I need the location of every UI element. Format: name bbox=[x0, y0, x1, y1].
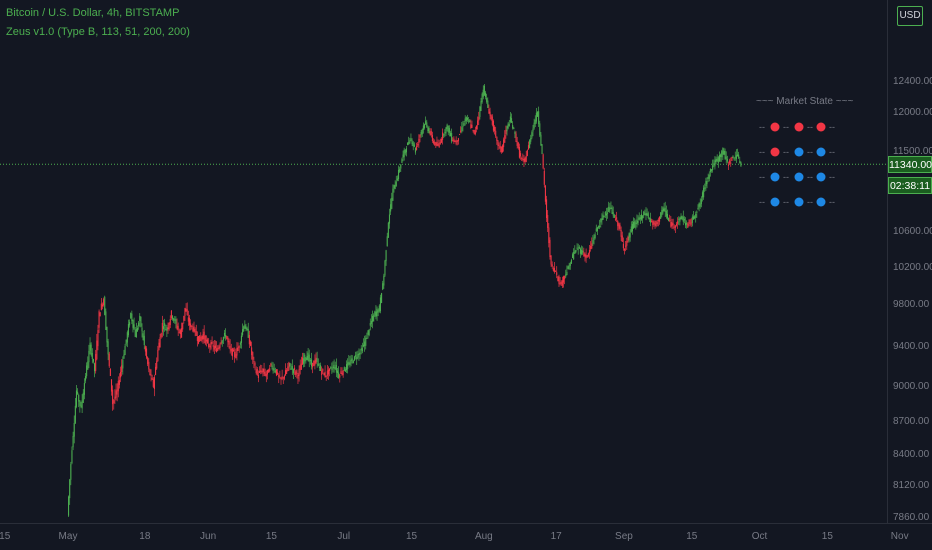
price-tick-label: 8400.00 bbox=[893, 449, 930, 460]
market-state-separator: -- bbox=[807, 122, 813, 132]
time-tick-label: May bbox=[59, 531, 78, 542]
current-price-tag: 11340.00 bbox=[888, 156, 932, 173]
price-tick-label: 12000.00 bbox=[893, 107, 932, 118]
market-state-separator: -- bbox=[807, 172, 813, 182]
time-tick-label: 15 bbox=[686, 531, 698, 542]
market-state-dot bbox=[816, 172, 826, 182]
time-tick-label: 17 bbox=[551, 531, 563, 542]
candles bbox=[68, 83, 742, 517]
market-state-dot bbox=[816, 122, 826, 132]
time-axis: 15May18Jun15Jul15Aug17Sep15Oct15Nov16 bbox=[0, 531, 909, 542]
bar-countdown-tag: 02:38:11 bbox=[888, 177, 932, 194]
time-tick-label: 15 bbox=[0, 531, 11, 542]
price-tick-label: 10200.00 bbox=[893, 262, 932, 273]
time-tick-label: Sep bbox=[615, 531, 633, 542]
price-tick-label: 7860.00 bbox=[893, 512, 930, 523]
market-state-dot bbox=[770, 197, 780, 207]
market-state-separator: -- bbox=[829, 172, 835, 182]
market-state-separator: -- bbox=[807, 147, 813, 157]
symbol-legend[interactable]: Bitcoin / U.S. Dollar, 4h, BITSTAMP bbox=[6, 7, 180, 19]
market-state-separator: -- bbox=[759, 122, 765, 132]
market-state-separator: -- bbox=[829, 197, 835, 207]
time-tick-label: Oct bbox=[752, 531, 768, 542]
time-tick-label: Nov bbox=[891, 531, 909, 542]
time-tick-label: Jul bbox=[337, 531, 350, 542]
indicator-legend[interactable]: Zeus v1.0 (Type B, 113, 51, 200, 200) bbox=[6, 26, 190, 38]
price-tick-label: 8120.00 bbox=[893, 480, 930, 491]
market-state-separator: -- bbox=[783, 197, 789, 207]
currency-button[interactable]: USD bbox=[897, 6, 923, 26]
market-state-dot bbox=[816, 147, 826, 157]
time-tick-label: 15 bbox=[822, 531, 834, 542]
market-state-separator: -- bbox=[759, 147, 765, 157]
price-tick-label: 10600.00 bbox=[893, 226, 932, 237]
market-state-dot bbox=[770, 147, 780, 157]
market-state-dot bbox=[794, 197, 804, 207]
price-tick-label: 11500.00 bbox=[893, 146, 932, 157]
market-state-dot bbox=[770, 122, 780, 132]
price-tick-label: 9400.00 bbox=[893, 341, 930, 352]
price-tick-label: 8700.00 bbox=[893, 416, 930, 427]
market-state-dot bbox=[816, 197, 826, 207]
market-state-separator: -- bbox=[783, 172, 789, 182]
time-tick-label: 15 bbox=[406, 531, 418, 542]
price-tick-label: 12400.00 bbox=[893, 76, 932, 87]
time-tick-label: Aug bbox=[475, 531, 493, 542]
market-state-separator: -- bbox=[829, 147, 835, 157]
market-state-panel: -- -- -- -- -- -- -- -- -- -- -- -- -- -- -- -- bbox=[759, 122, 835, 207]
price-tick-label: 9800.00 bbox=[893, 299, 930, 310]
market-state-separator: -- bbox=[783, 147, 789, 157]
market-state-separator: -- bbox=[759, 172, 765, 182]
market-state-dot bbox=[794, 122, 804, 132]
market-state-title: ~~~ Market State ~~~ bbox=[756, 96, 854, 107]
market-state-separator: -- bbox=[759, 197, 765, 207]
market-state-dot bbox=[794, 147, 804, 157]
time-tick-label: 15 bbox=[266, 531, 278, 542]
market-state-separator: -- bbox=[783, 122, 789, 132]
price-tick-label: 9000.00 bbox=[893, 381, 930, 392]
market-state-separator: -- bbox=[829, 122, 835, 132]
time-tick-label: 18 bbox=[139, 531, 151, 542]
market-state-dot bbox=[794, 172, 804, 182]
price-axis: 12400.00 12000.00 11500.00 10600.00 10200.00… bbox=[893, 76, 932, 523]
market-state-separator: -- bbox=[807, 197, 813, 207]
time-tick-label: Jun bbox=[200, 531, 216, 542]
market-state-dot bbox=[770, 172, 780, 182]
